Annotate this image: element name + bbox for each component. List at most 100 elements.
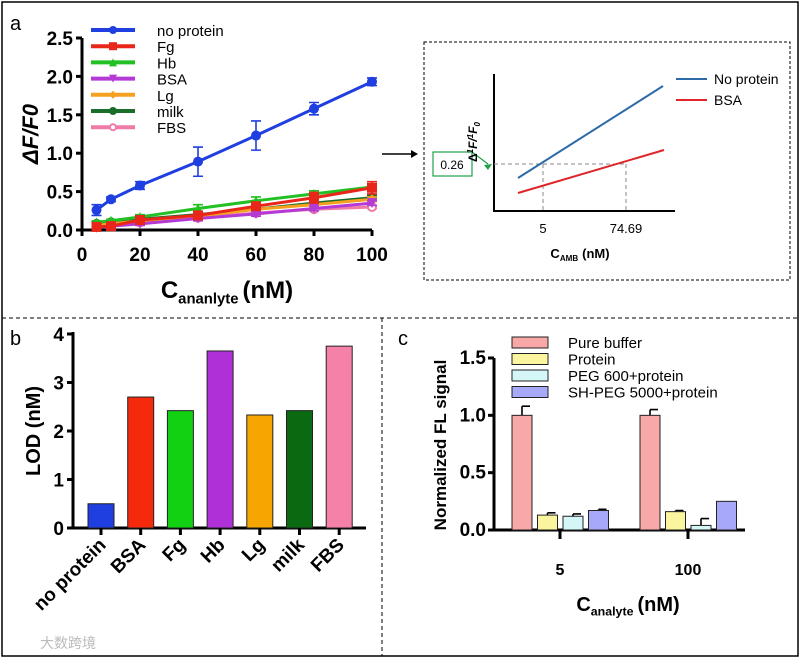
legend-label: Fg xyxy=(157,39,175,56)
x-tick-label: no protein xyxy=(30,535,111,616)
legend-label: No protein xyxy=(714,71,779,87)
inset-x-axis-label: CAMB (nM) xyxy=(550,246,609,263)
x-axis-label-sub: analyte xyxy=(591,604,634,618)
y-tick-label: 4 xyxy=(53,325,64,346)
y-tick-label: 1.0 xyxy=(47,144,73,165)
legend-label: Lg xyxy=(157,88,174,105)
bar-Hb xyxy=(206,350,234,529)
data-point xyxy=(109,123,117,132)
y-tick-label: 1.5 xyxy=(47,106,74,127)
data-point xyxy=(106,194,116,205)
data-point xyxy=(109,26,117,34)
data-point xyxy=(91,221,102,232)
arrow-head xyxy=(411,150,418,158)
watermark: 大数跨境 xyxy=(40,635,96,651)
data-point xyxy=(251,130,261,141)
x-axis-label-unit: (nM) xyxy=(243,277,294,304)
x-tick-label: Fg xyxy=(159,535,190,566)
ylabel-part: 1 xyxy=(466,148,475,153)
x-tick-label: 80 xyxy=(303,245,324,266)
inset-y-axis-label: Δ1F/1F0 xyxy=(466,121,482,162)
y-tick-label: 2.5 xyxy=(47,29,74,50)
inset-x-axis-label-sub: AMB xyxy=(560,254,579,263)
inset-frame xyxy=(423,41,791,281)
x-tick-label: FBS xyxy=(307,535,349,577)
bar xyxy=(690,524,712,531)
data-point xyxy=(135,180,145,191)
y-axis-label-a: ΔF/F0 xyxy=(18,103,43,165)
legend-swatch xyxy=(511,336,549,349)
ylabel-part: Δ xyxy=(466,153,480,162)
data-point xyxy=(106,221,116,232)
series-no-protein xyxy=(91,76,377,217)
data-point xyxy=(309,103,319,114)
annotation-arrowhead xyxy=(484,164,492,170)
legend-label: BSA xyxy=(157,72,187,89)
y-tick-label: 2.0 xyxy=(47,67,73,88)
data-point xyxy=(109,90,117,99)
x-tick-label: 20 xyxy=(129,245,150,266)
inset-x-axis-label-unit: (nM) xyxy=(582,246,609,261)
ylabel-part: 0 xyxy=(473,121,482,126)
inset-line-no-protein xyxy=(517,85,664,179)
x-tick-label: 0 xyxy=(77,245,88,266)
annotation-value: 0.26 xyxy=(440,158,464,172)
data-point xyxy=(367,76,377,87)
ylabel-part: F/ xyxy=(466,137,480,149)
data-point xyxy=(109,58,117,67)
data-point xyxy=(309,203,319,214)
panel-a-line-chart: 0.0 0.5 1.0 1.5 2.0 2.5 0 20 40 60 80 100 Cananlyte (… xyxy=(47,23,388,307)
panel-label-c: c xyxy=(398,328,408,350)
panel-label-b: b xyxy=(10,328,21,350)
data-point xyxy=(193,156,203,167)
legend-swatch xyxy=(511,353,549,365)
legend-label: FBS xyxy=(157,120,186,137)
inset-x-axis-label-main: C xyxy=(550,246,560,261)
bar-milk xyxy=(286,410,313,529)
bar-FBS xyxy=(325,345,353,529)
y-tick-label: 2 xyxy=(53,422,64,443)
bar xyxy=(588,510,609,531)
y-axis-label: LOD (nM) xyxy=(23,386,45,476)
legend-label: milk xyxy=(157,104,184,121)
inset-line-bsa xyxy=(517,149,665,194)
panel-label-a: a xyxy=(10,13,22,35)
x-axis-label-main: C xyxy=(576,594,590,616)
guide-lines xyxy=(494,163,627,211)
x-axis-label-main: C xyxy=(161,277,178,304)
data-point xyxy=(367,182,377,193)
x-tick-label: 60 xyxy=(245,245,266,266)
y-axis-label: Normalized FL signal xyxy=(431,360,450,531)
bar xyxy=(511,414,533,531)
error-bar xyxy=(521,405,530,416)
x-tick-label: BSA xyxy=(107,534,150,577)
ylabel-part: 1 xyxy=(466,133,475,138)
x-tick-label: 100 xyxy=(675,562,702,579)
legend-label: no protein xyxy=(157,23,224,40)
legend-label: BSA xyxy=(714,92,743,108)
ylabel-part: F xyxy=(466,126,480,134)
data-point xyxy=(109,74,117,83)
legend-label: PEG 600+protein xyxy=(568,368,684,385)
x-tick-label: 74.69 xyxy=(610,221,643,236)
panel-c-bar-chart: 0.0 0.5 1.0 1.5 Normalized FL signal 5 100 Cana… xyxy=(431,335,745,618)
bar xyxy=(665,511,686,531)
error-bar xyxy=(700,517,709,526)
bar xyxy=(562,515,584,531)
annotation-pointer xyxy=(471,151,489,165)
bar xyxy=(716,500,737,531)
data-point xyxy=(109,42,117,51)
x-axis-label-sub: ananlyte xyxy=(178,291,238,307)
x-axis-label: Cananlyte (nM) xyxy=(161,277,293,307)
error-bar xyxy=(649,408,658,416)
data-point xyxy=(193,210,203,221)
y-tick-label: 0 xyxy=(53,519,64,540)
bar-BSA xyxy=(127,396,155,529)
x-tick-label: 100 xyxy=(356,245,388,266)
y-tick-label: 1.0 xyxy=(460,405,486,426)
legend-label: Pure buffer xyxy=(568,335,642,352)
data-point xyxy=(367,198,377,209)
